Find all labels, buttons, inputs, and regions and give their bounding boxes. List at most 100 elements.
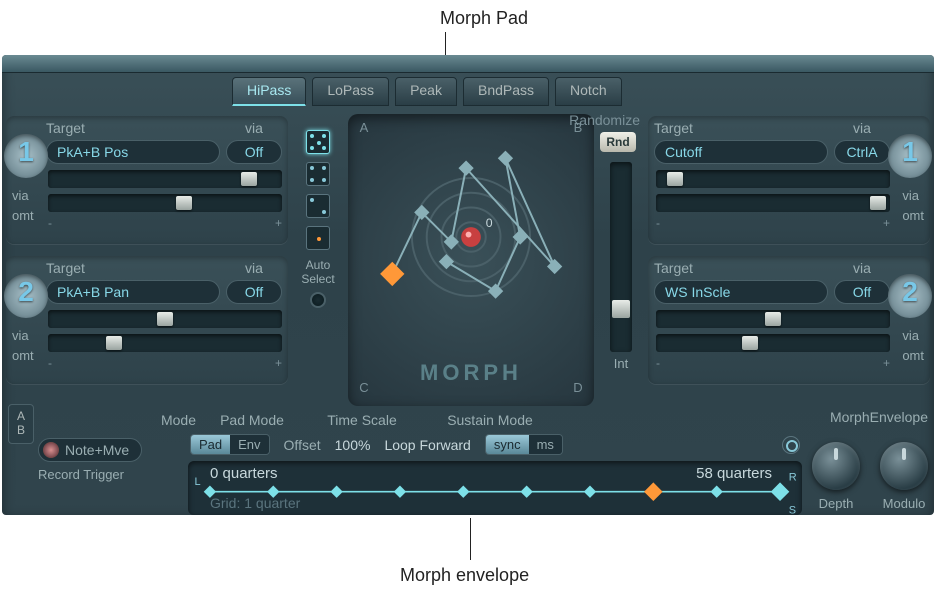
tab-notch[interactable]: Notch [555, 77, 622, 106]
mod-slider-amt[interactable] [656, 334, 890, 352]
via-select[interactable]: Off [834, 280, 890, 304]
env-option[interactable]: Env [230, 435, 268, 454]
modulo-knob[interactable] [880, 442, 928, 490]
tab-peak[interactable]: Peak [395, 77, 457, 106]
modulo-label: Modulo [880, 496, 928, 511]
record-trigger-select[interactable]: Note+Mve [38, 438, 142, 462]
minus-icon: - [48, 216, 52, 230]
mod-slider-amt[interactable] [48, 334, 282, 352]
dice-button-3[interactable] [306, 194, 330, 218]
depth-label: Depth [812, 496, 860, 511]
intensity-label: Int [600, 356, 642, 371]
envelope-section: Pad Env Offset 100% Loop Forward sync ms… [188, 434, 802, 515]
morph-label: MORPH [348, 360, 594, 386]
main-area: 1 Target via PkA+B Pos Off via omt - + [2, 106, 934, 406]
tab-lopass[interactable]: LoPass [312, 77, 389, 106]
mod-slot-left-2: 2 Target via PkA+B Pan Off via omt -+ [6, 256, 288, 384]
svg-text:L: L [195, 476, 201, 488]
pad-env-toggle[interactable]: Pad Env [190, 434, 270, 455]
target-select[interactable]: WS InScle [654, 280, 828, 304]
mod-slider-via[interactable] [48, 170, 282, 188]
right-mod-column: 1 Target via Cutoff CtrlA via omt -+ [644, 114, 934, 406]
row-labels: Mode Pad Mode Time Scale Sustain Mode [2, 406, 934, 432]
slot-number-2: 2 [888, 274, 932, 318]
envelope-track[interactable]: 0 quarters 58 quarters Grid: 1 quarter L… [188, 461, 802, 515]
via-label: via [226, 260, 282, 276]
intensity-slider[interactable] [610, 162, 632, 352]
mod-slider-via[interactable] [48, 310, 282, 328]
target-select[interactable]: Cutoff [654, 140, 828, 164]
plugin-panel: HiPass LoPass Peak BndPass Notch 1 Targe… [2, 55, 934, 515]
auto-select-label: Auto Select [294, 258, 342, 286]
svg-text:R: R [789, 472, 797, 484]
plus-icon: + [275, 356, 282, 370]
mod-slider-amt[interactable] [656, 194, 890, 212]
mod-slider-amt[interactable] [48, 194, 282, 212]
record-led-icon [43, 442, 59, 458]
sync-ms-toggle[interactable]: sync ms [485, 434, 563, 455]
ab-toggle[interactable]: A B [8, 404, 34, 444]
mod-slot-right-1: 1 Target via Cutoff CtrlA via omt -+ [648, 116, 930, 244]
auto-select-led[interactable] [310, 292, 326, 308]
plus-icon: + [883, 216, 890, 230]
record-trigger-value: Note+Mve [65, 442, 129, 458]
mod-slot-right-2: 2 Target via WS InScle Off via omt -+ [648, 256, 930, 384]
via-label: via [226, 120, 282, 136]
svg-text:S: S [789, 505, 796, 515]
top-rail [2, 55, 934, 73]
via-select[interactable]: Off [226, 140, 282, 164]
pad-option[interactable]: Pad [191, 435, 230, 454]
pad-mode-label: Pad Mode [196, 412, 308, 428]
record-trigger-label: Record Trigger [38, 467, 178, 482]
left-mod-column: 1 Target via PkA+B Pos Off via omt - + [2, 114, 292, 406]
slot-number-2: 2 [4, 274, 48, 318]
callout-morph-pad: Morph Pad [440, 8, 528, 29]
minus-icon: - [48, 356, 52, 370]
randomize-button[interactable]: Rnd [600, 132, 636, 152]
via-text: via [12, 186, 34, 206]
center-column: Auto Select A B C D 0 MORPH Randomize Rn… [292, 114, 644, 406]
time-scale-label: Time Scale [308, 412, 416, 428]
bottom-row: A B Note+Mve Record Trigger Pad Env Offs… [2, 432, 934, 515]
mod-slider-via[interactable] [656, 170, 890, 188]
record-trigger-section: Note+Mve Record Trigger [38, 438, 178, 482]
sustain-mode-label: Sustain Mode [416, 412, 564, 428]
randomize-column: Randomize Rnd Int [600, 114, 642, 406]
omt-text: omt [12, 206, 34, 226]
mod-slot-left-1: 1 Target via PkA+B Pos Off via omt - + [6, 116, 288, 244]
target-label: Target [654, 260, 834, 276]
target-select[interactable]: PkA+B Pan [46, 280, 220, 304]
slot-number-1: 1 [888, 134, 932, 178]
dice-button-2[interactable] [306, 162, 330, 186]
offset-value[interactable]: 100% [335, 437, 371, 453]
svg-text:0: 0 [486, 216, 493, 230]
via-select[interactable]: Off [226, 280, 282, 304]
via-label: via [834, 260, 890, 276]
plus-icon: + [275, 216, 282, 230]
omt-text: omt [12, 346, 34, 366]
mode-label: Mode [10, 412, 196, 428]
ab-a: A [13, 409, 29, 423]
callout-morph-envelope: Morph envelope [400, 565, 529, 586]
dice-button-4[interactable] [306, 226, 330, 250]
ms-option[interactable]: ms [529, 435, 562, 454]
sync-option[interactable]: sync [486, 435, 529, 454]
filter-tabs: HiPass LoPass Peak BndPass Notch [2, 73, 934, 106]
target-select[interactable]: PkA+B Pos [46, 140, 220, 164]
target-label: Target [46, 120, 226, 136]
sustain-mode-value[interactable]: Loop Forward [384, 437, 470, 453]
target-label: Target [654, 120, 834, 136]
target-label: Target [46, 260, 226, 276]
mod-slider-via[interactable] [656, 310, 890, 328]
depth-knob[interactable] [812, 442, 860, 490]
tab-bndpass[interactable]: BndPass [463, 77, 549, 106]
via-text: via [902, 326, 924, 346]
offset-label: Offset [284, 437, 321, 453]
via-select[interactable]: CtrlA [834, 140, 890, 164]
tab-hipass[interactable]: HiPass [232, 77, 306, 106]
slot-number-1: 1 [4, 134, 48, 178]
via-label: via [834, 120, 890, 136]
zoom-icon[interactable] [782, 436, 800, 454]
morph-pad[interactable]: A B C D 0 MORPH [348, 114, 594, 406]
dice-button-1[interactable] [306, 130, 330, 154]
